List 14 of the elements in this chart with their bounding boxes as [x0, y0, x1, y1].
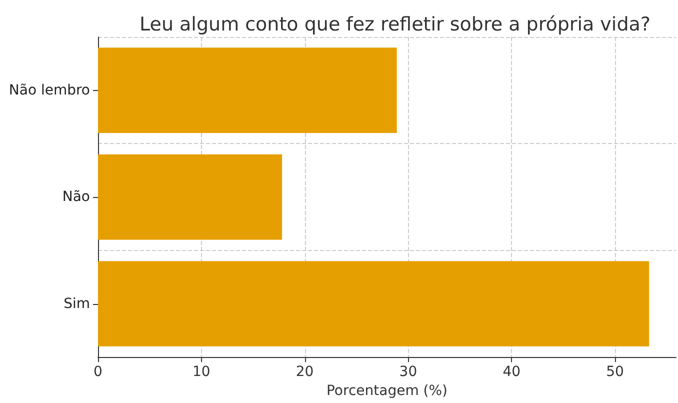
bar — [98, 261, 650, 346]
x-axis-title: Porcentagem (%) — [326, 383, 448, 399]
y-tick-label: Não lembro — [8, 82, 90, 98]
x-tick-label: 20 — [296, 364, 314, 380]
y-tick-label: Não — [62, 189, 90, 206]
x-tick-label: 0 — [94, 364, 102, 380]
bar — [98, 48, 397, 134]
x-tick-label: 30 — [399, 364, 418, 380]
x-tick-label: 50 — [606, 364, 624, 380]
x-tick-label: 10 — [192, 364, 210, 380]
y-tick-label: Sim — [64, 296, 90, 312]
chart-title: Leu algum conto que fez refletir sobre a própria vida? — [140, 14, 650, 36]
bar — [98, 154, 282, 240]
x-tick-label: 40 — [502, 364, 521, 380]
